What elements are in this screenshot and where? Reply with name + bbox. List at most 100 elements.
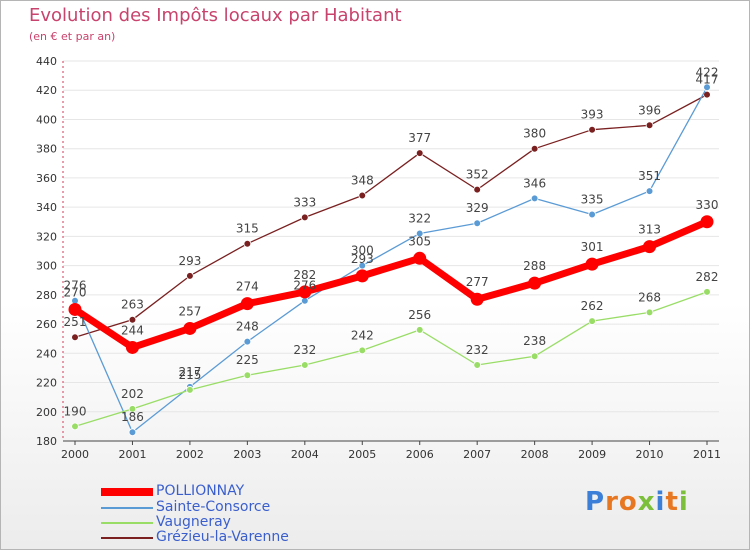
data-label: 330 bbox=[696, 198, 719, 212]
chart-title: Evolution des Impôts locaux par Habitant bbox=[29, 5, 402, 26]
data-point bbox=[585, 257, 599, 271]
data-label: 202 bbox=[121, 387, 144, 401]
x-tick-label: 2009 bbox=[578, 448, 606, 461]
data-point bbox=[301, 361, 309, 369]
data-point bbox=[643, 240, 657, 254]
data-point bbox=[240, 297, 254, 311]
x-tick-label: 2007 bbox=[463, 448, 491, 461]
data-label: 422 bbox=[696, 65, 719, 79]
data-label: 276 bbox=[64, 279, 87, 293]
x-tick-label: 2004 bbox=[291, 448, 319, 461]
y-tick-label: 380 bbox=[36, 143, 57, 156]
logo-letter: r bbox=[605, 487, 619, 517]
data-point bbox=[588, 317, 596, 325]
y-tick-label: 360 bbox=[36, 172, 57, 185]
y-tick-label: 420 bbox=[36, 84, 57, 97]
data-label: 335 bbox=[581, 192, 604, 206]
y-tick-label: 320 bbox=[36, 230, 57, 243]
x-tick-label: 2006 bbox=[406, 448, 434, 461]
data-point bbox=[128, 315, 137, 324]
chart-subtitle: (en € et par an) bbox=[29, 30, 116, 43]
data-label: 276 bbox=[293, 279, 316, 293]
x-tick-label: 2002 bbox=[176, 448, 204, 461]
data-point bbox=[473, 361, 481, 369]
y-tick-label: 280 bbox=[36, 289, 57, 302]
data-point bbox=[243, 371, 252, 380]
series-line-grézieu-la-varenne bbox=[74, 93, 708, 338]
data-label: 232 bbox=[293, 343, 316, 357]
data-label: 238 bbox=[523, 334, 546, 348]
logo-letter: t bbox=[665, 487, 679, 517]
legend-swatch bbox=[101, 488, 153, 496]
data-label: 268 bbox=[638, 290, 661, 304]
data-label: 333 bbox=[293, 195, 316, 209]
data-point bbox=[530, 194, 539, 203]
data-label: 322 bbox=[408, 211, 431, 225]
y-tick-label: 300 bbox=[36, 260, 57, 273]
data-point bbox=[128, 405, 137, 413]
legend-swatch bbox=[101, 537, 153, 539]
x-tick-label: 2005 bbox=[348, 448, 376, 461]
data-point bbox=[243, 337, 252, 346]
data-point bbox=[528, 276, 542, 290]
data-label: 313 bbox=[638, 223, 661, 237]
data-label: 282 bbox=[293, 268, 316, 282]
data-point bbox=[645, 187, 654, 195]
data-point bbox=[415, 229, 424, 238]
series-line-pollionnay bbox=[71, 218, 711, 351]
data-label: 293 bbox=[178, 254, 201, 268]
data-point bbox=[68, 302, 82, 316]
data-label: 251 bbox=[64, 315, 87, 329]
data-label: 293 bbox=[351, 252, 374, 266]
data-point bbox=[645, 121, 654, 130]
legend-label: Vaugneray bbox=[156, 514, 231, 530]
data-point bbox=[473, 185, 481, 194]
data-label: 396 bbox=[638, 103, 661, 117]
data-point bbox=[415, 326, 424, 334]
data-point bbox=[183, 321, 197, 335]
data-point bbox=[473, 219, 481, 228]
logo-letter: o bbox=[618, 487, 638, 517]
series-line-vaugneray bbox=[74, 291, 708, 428]
data-label: 377 bbox=[408, 131, 431, 145]
legend-label: Grézieu-la-Varenne bbox=[156, 529, 289, 545]
data-label: 274 bbox=[236, 280, 259, 294]
data-label: 288 bbox=[523, 259, 546, 273]
data-label: 300 bbox=[351, 244, 374, 258]
y-tick-label: 180 bbox=[36, 435, 57, 448]
data-label: 242 bbox=[351, 328, 374, 342]
data-point bbox=[703, 83, 711, 92]
proxiti-logo: Proxiti bbox=[585, 487, 689, 517]
data-label: 225 bbox=[236, 353, 259, 367]
data-point bbox=[700, 215, 714, 229]
y-tick-label: 340 bbox=[36, 201, 57, 214]
data-label: 244 bbox=[121, 323, 144, 337]
data-label: 352 bbox=[466, 168, 489, 182]
data-label: 263 bbox=[121, 298, 144, 312]
data-label: 351 bbox=[638, 169, 661, 183]
data-label: 248 bbox=[236, 320, 259, 334]
y-tick-label: 440 bbox=[36, 55, 57, 68]
data-label: 348 bbox=[351, 173, 374, 187]
data-point bbox=[298, 285, 312, 299]
logo-letter: x bbox=[637, 487, 656, 517]
data-label: 417 bbox=[696, 73, 719, 87]
data-label: 256 bbox=[408, 308, 431, 322]
data-point bbox=[530, 352, 539, 361]
data-label: 217 bbox=[178, 365, 201, 379]
data-label: 262 bbox=[581, 299, 604, 313]
data-point bbox=[530, 144, 539, 153]
y-tick-label: 400 bbox=[36, 113, 57, 126]
data-point bbox=[470, 292, 484, 306]
data-point bbox=[71, 422, 79, 431]
data-point bbox=[703, 288, 711, 296]
y-tick-label: 260 bbox=[36, 318, 57, 331]
legend-swatch bbox=[101, 522, 153, 524]
logo-letter: i bbox=[655, 487, 666, 517]
series-line-sainte-consorce bbox=[74, 86, 708, 433]
data-point bbox=[71, 333, 79, 342]
data-point bbox=[588, 210, 596, 219]
x-tick-label: 2008 bbox=[521, 448, 549, 461]
data-label: 232 bbox=[466, 343, 489, 357]
